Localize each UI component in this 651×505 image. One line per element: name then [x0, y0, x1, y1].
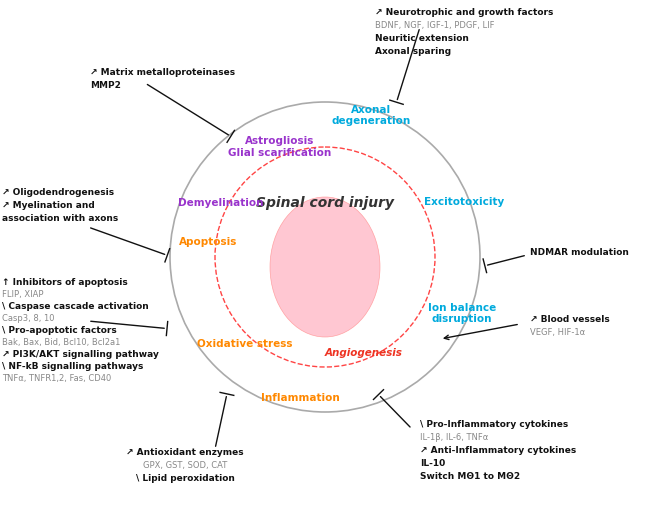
Text: ↗ Blood vessels: ↗ Blood vessels [530, 315, 610, 323]
Text: \ Lipid peroxidation: \ Lipid peroxidation [135, 473, 234, 482]
Text: \ NF-kB signalling pathways: \ NF-kB signalling pathways [2, 361, 143, 370]
Text: ↑ Inhibitors of apoptosis: ↑ Inhibitors of apoptosis [2, 277, 128, 286]
Text: ↗ Neurotrophic and growth factors: ↗ Neurotrophic and growth factors [375, 8, 553, 17]
Text: NDMAR modulation: NDMAR modulation [530, 247, 629, 257]
Text: Casp3, 8, 10: Casp3, 8, 10 [2, 314, 55, 322]
Text: ↗ Antioxidant enzymes: ↗ Antioxidant enzymes [126, 447, 244, 456]
Text: \ Pro-apoptotic factors: \ Pro-apoptotic factors [2, 325, 117, 334]
Text: GPX, GST, SOD, CAT: GPX, GST, SOD, CAT [143, 460, 227, 469]
Text: IL-10: IL-10 [420, 458, 445, 467]
Text: ↗ Anti-Inflammatory cytokines: ↗ Anti-Inflammatory cytokines [420, 445, 576, 454]
Text: Demyelination: Demyelination [178, 197, 264, 207]
Text: TNFα, TNFR1,2, Fas, CD40: TNFα, TNFR1,2, Fas, CD40 [2, 373, 111, 382]
Text: Switch MΘ1 to MΘ2: Switch MΘ1 to MΘ2 [420, 471, 520, 480]
Text: Ion balance
disruption: Ion balance disruption [428, 302, 496, 324]
Text: Inflammation: Inflammation [261, 392, 340, 402]
Text: Astrogliosis
Glial scarification: Astrogliosis Glial scarification [229, 136, 331, 157]
Text: Axonal
degeneration: Axonal degeneration [332, 105, 411, 126]
Text: ↗ Myelination and: ↗ Myelination and [2, 200, 95, 210]
Text: ↗ PI3K/AKT signalling pathway: ↗ PI3K/AKT signalling pathway [2, 349, 159, 358]
Text: Excitotoxicity: Excitotoxicity [424, 196, 505, 207]
Text: Spinal cord injury: Spinal cord injury [256, 195, 394, 210]
Text: FLIP, XIAP: FLIP, XIAP [2, 289, 44, 298]
Text: \ Caspase cascade activation: \ Caspase cascade activation [2, 301, 148, 311]
Text: \ Pro-Inflammatory cytokines: \ Pro-Inflammatory cytokines [420, 419, 568, 428]
Text: Oxidative stress: Oxidative stress [197, 339, 292, 348]
Text: Apoptosis: Apoptosis [179, 236, 238, 246]
Text: Neuritic extension: Neuritic extension [375, 34, 469, 43]
Text: ↗ Matrix metalloproteinases: ↗ Matrix metalloproteinases [90, 68, 235, 77]
Text: ↗ Oligodendrogenesis: ↗ Oligodendrogenesis [2, 188, 114, 196]
Text: association with axons: association with axons [2, 214, 118, 223]
Ellipse shape [270, 197, 380, 337]
Text: IL-1β, IL-6, TNFα: IL-1β, IL-6, TNFα [420, 432, 488, 441]
Text: Angiogenesis: Angiogenesis [324, 347, 402, 357]
Text: Bak, Bax, Bid, Bcl10, Bcl2a1: Bak, Bax, Bid, Bcl10, Bcl2a1 [2, 337, 120, 346]
Text: VEGF, HIF-1α: VEGF, HIF-1α [530, 327, 585, 336]
Text: MMP2: MMP2 [90, 81, 121, 90]
Text: BDNF, NGF, IGF-1, PDGF, LIF: BDNF, NGF, IGF-1, PDGF, LIF [375, 21, 495, 30]
Text: Axonal sparing: Axonal sparing [375, 47, 451, 56]
